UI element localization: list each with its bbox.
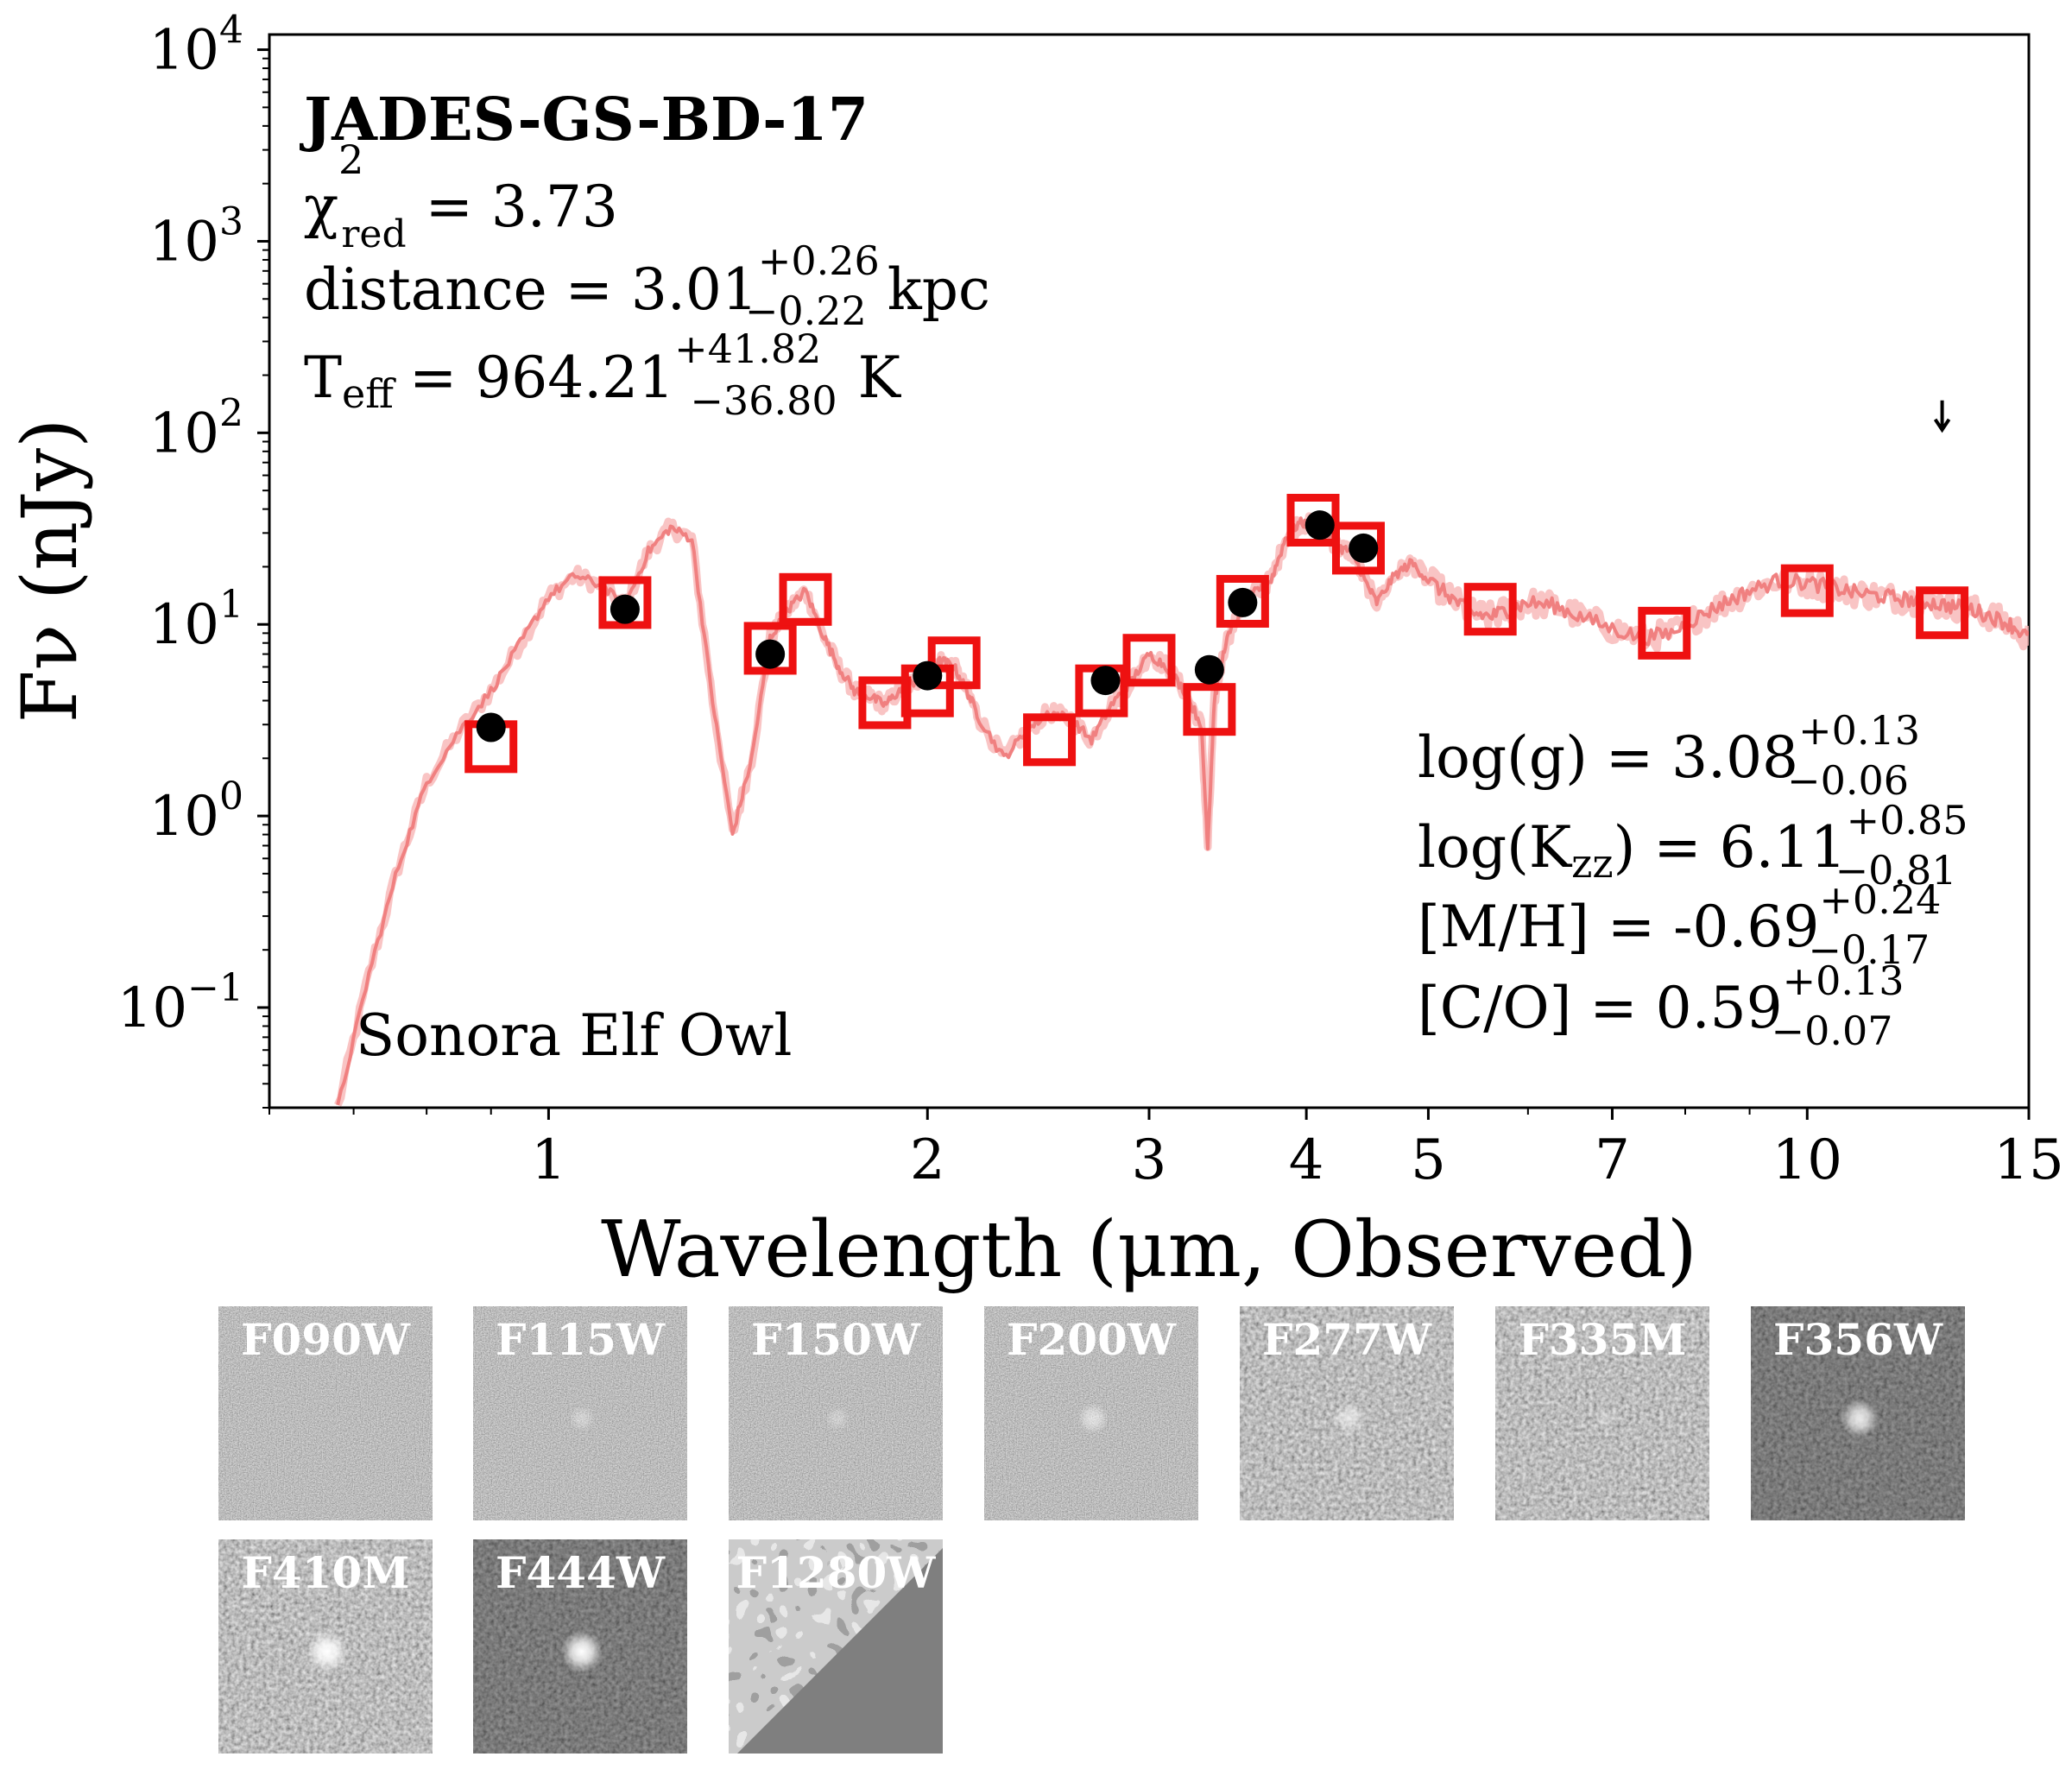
- cutout-stamp: F410M: [218, 1539, 433, 1754]
- source-blob: [569, 1406, 595, 1431]
- y-tick-label: 101: [149, 583, 243, 657]
- source-blob: [1332, 1402, 1365, 1435]
- observed-photometry-point: [1194, 654, 1224, 685]
- cutout-stamp: F277W: [1240, 1306, 1454, 1520]
- chi2-annotation: χ2 red = 3.73: [304, 136, 618, 256]
- y-tick-label: 102: [149, 391, 243, 465]
- x-tick-label: 10: [1772, 1128, 1842, 1192]
- stamp-label: F335M: [1518, 1314, 1686, 1365]
- stamp-label: F277W: [1262, 1314, 1432, 1365]
- x-tick-label: 1: [531, 1128, 566, 1192]
- co-annotation: [C/O] = 0.59+0.13 −0.07: [1418, 957, 1905, 1054]
- model-photometry-marker: [1638, 606, 1691, 660]
- chart-title: JADES-GS-BD-17: [300, 85, 869, 155]
- source-blob: [1592, 1406, 1616, 1431]
- source-blob: [1841, 1400, 1879, 1438]
- observed-photometry-point: [476, 712, 506, 742]
- observed-photometry-point: [1090, 666, 1121, 696]
- model-photometry-marker: [1122, 634, 1176, 687]
- observed-photometry-point: [913, 660, 943, 691]
- stamp-image: [218, 1306, 433, 1520]
- model-photometry-marker: [1183, 683, 1236, 736]
- axis-layer: 1 2 3 4 5 7 10 15 10−1 100 101 102 103 104: [117, 9, 2064, 1192]
- source-blob: [306, 1631, 348, 1672]
- cutout-stamp: F335M: [1495, 1306, 1709, 1520]
- model-name-label: Sonora Elf Owl: [356, 1002, 792, 1069]
- cutout-stamp: F150W: [729, 1306, 943, 1520]
- stamp-label: F090W: [241, 1314, 411, 1365]
- stamp-layer: F090W F115W F150W F200W F277W F335M F356W F410M…: [218, 1306, 1965, 1754]
- stamp-coverage-mask: [737, 1548, 943, 1754]
- source-blob: [824, 1406, 850, 1431]
- observed-photometry-point: [1228, 587, 1258, 617]
- observed-photometry-point: [1304, 510, 1335, 540]
- x-tick-label: 7: [1595, 1128, 1630, 1192]
- teff-annotation: Teff = 964.21+41.82 −36.80 K: [304, 325, 902, 424]
- cutout-stamp: F115W: [473, 1306, 687, 1520]
- stamp-label: F115W: [496, 1314, 666, 1365]
- mh-annotation: [M/H] = -0.69+0.24 −0.17: [1418, 876, 1941, 973]
- x-tick-label: 15: [1993, 1128, 2063, 1192]
- logkzz-annotation: log(Kzz) = 6.11+0.85 −0.81: [1418, 797, 1968, 894]
- source-blob: [1077, 1403, 1109, 1434]
- model-photometry-marker: [743, 622, 797, 675]
- y-tick-label: 10−1: [117, 966, 243, 1040]
- x-tick-label: 5: [1411, 1128, 1446, 1192]
- x-axis-label: Wavelength (μm, Observed): [601, 1204, 1697, 1295]
- y-tick-label: 104: [149, 9, 243, 83]
- stamp-label: F356W: [1773, 1314, 1943, 1365]
- cutout-stamp: F200W: [984, 1306, 1198, 1520]
- upper-limit-arrow: [1933, 400, 1951, 433]
- stamp-label: F1280W: [736, 1547, 937, 1598]
- y-tick-label: 100: [149, 774, 243, 849]
- stamp-label: F410M: [241, 1547, 409, 1598]
- x-tick-label: 2: [910, 1128, 945, 1192]
- model-photometry-marker: [1916, 586, 1969, 640]
- y-axis-label: Fν (nJy): [5, 419, 94, 724]
- logg-annotation: log(g) = 3.08+0.13 −0.06: [1418, 707, 1920, 804]
- stamp-label: F200W: [1007, 1314, 1177, 1365]
- stamp-label: F444W: [496, 1547, 666, 1598]
- model-photometry-marker: [1023, 713, 1077, 767]
- model-photometry-marker: [1463, 583, 1517, 636]
- marker-layer: [464, 400, 1969, 774]
- x-tick-label: 4: [1289, 1128, 1324, 1192]
- observed-photometry-point: [610, 594, 640, 624]
- model-photometry-marker: [1286, 493, 1340, 547]
- x-tick-label: 3: [1132, 1128, 1167, 1192]
- cutout-stamp: F1280W: [729, 1539, 943, 1754]
- stamp-label: F150W: [751, 1314, 921, 1365]
- model-photometry-marker: [598, 576, 652, 629]
- model-photometry-marker: [1331, 521, 1385, 575]
- model-photometry-marker: [1216, 574, 1269, 628]
- model-photometry-marker: [779, 572, 832, 626]
- model-photometry-marker: [1780, 564, 1834, 617]
- source-blob: [561, 1631, 603, 1672]
- distance-annotation: distance = 3.01+0.26 −0.22 kpc: [304, 237, 990, 334]
- y-tick-label: 103: [149, 199, 243, 274]
- cutout-stamp: F444W: [473, 1539, 687, 1754]
- cutout-stamp: F356W: [1751, 1306, 1965, 1520]
- observed-photometry-point: [1349, 533, 1379, 563]
- cutout-stamp: F090W: [218, 1306, 433, 1520]
- observed-photometry-point: [755, 639, 786, 669]
